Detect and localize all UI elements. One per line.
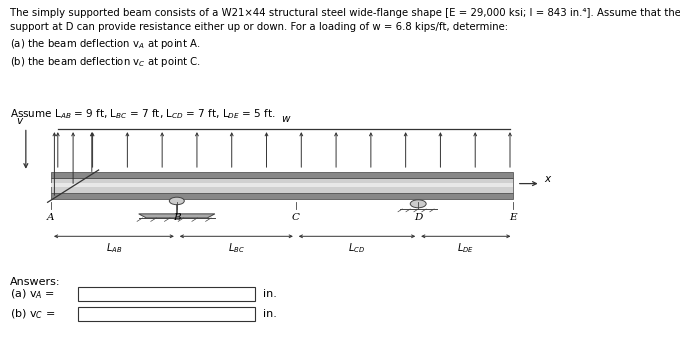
Text: $L_{BC}$: $L_{BC}$ xyxy=(228,241,245,255)
Text: E: E xyxy=(509,212,517,221)
Text: Assume L$_{AB}$ = 9 ft, L$_{BC}$ = 7 ft, L$_{CD}$ = 7 ft, L$_{DE}$ = 5 ft.: Assume L$_{AB}$ = 9 ft, L$_{BC}$ = 7 ft,… xyxy=(10,107,275,121)
Text: in.: in. xyxy=(263,289,277,299)
Text: in.: in. xyxy=(263,309,277,319)
Text: B: B xyxy=(173,212,181,221)
Polygon shape xyxy=(51,193,513,199)
Polygon shape xyxy=(51,178,513,193)
Polygon shape xyxy=(51,183,513,187)
Text: $L_{AB}$: $L_{AB}$ xyxy=(106,241,122,255)
Polygon shape xyxy=(51,172,513,178)
Text: (b) v$_C$ =: (b) v$_C$ = xyxy=(10,307,56,321)
Text: The simply supported beam consists of a W21×44 structural steel wide-flange shap: The simply supported beam consists of a … xyxy=(10,8,680,69)
Text: C: C xyxy=(292,212,300,221)
Text: x: x xyxy=(544,174,550,184)
Text: $L_{CD}$: $L_{CD}$ xyxy=(348,241,366,255)
Text: D: D xyxy=(414,212,422,221)
Text: $L_{DE}$: $L_{DE}$ xyxy=(458,241,474,255)
Polygon shape xyxy=(139,214,215,218)
Text: v: v xyxy=(16,116,22,126)
Circle shape xyxy=(169,197,184,205)
Circle shape xyxy=(410,200,426,208)
Text: A: A xyxy=(47,212,55,221)
Text: (a) v$_A$ =: (a) v$_A$ = xyxy=(10,287,55,301)
FancyBboxPatch shape xyxy=(78,287,255,301)
Text: w: w xyxy=(282,114,290,124)
Text: Answers:: Answers: xyxy=(10,277,61,287)
FancyBboxPatch shape xyxy=(78,307,255,321)
